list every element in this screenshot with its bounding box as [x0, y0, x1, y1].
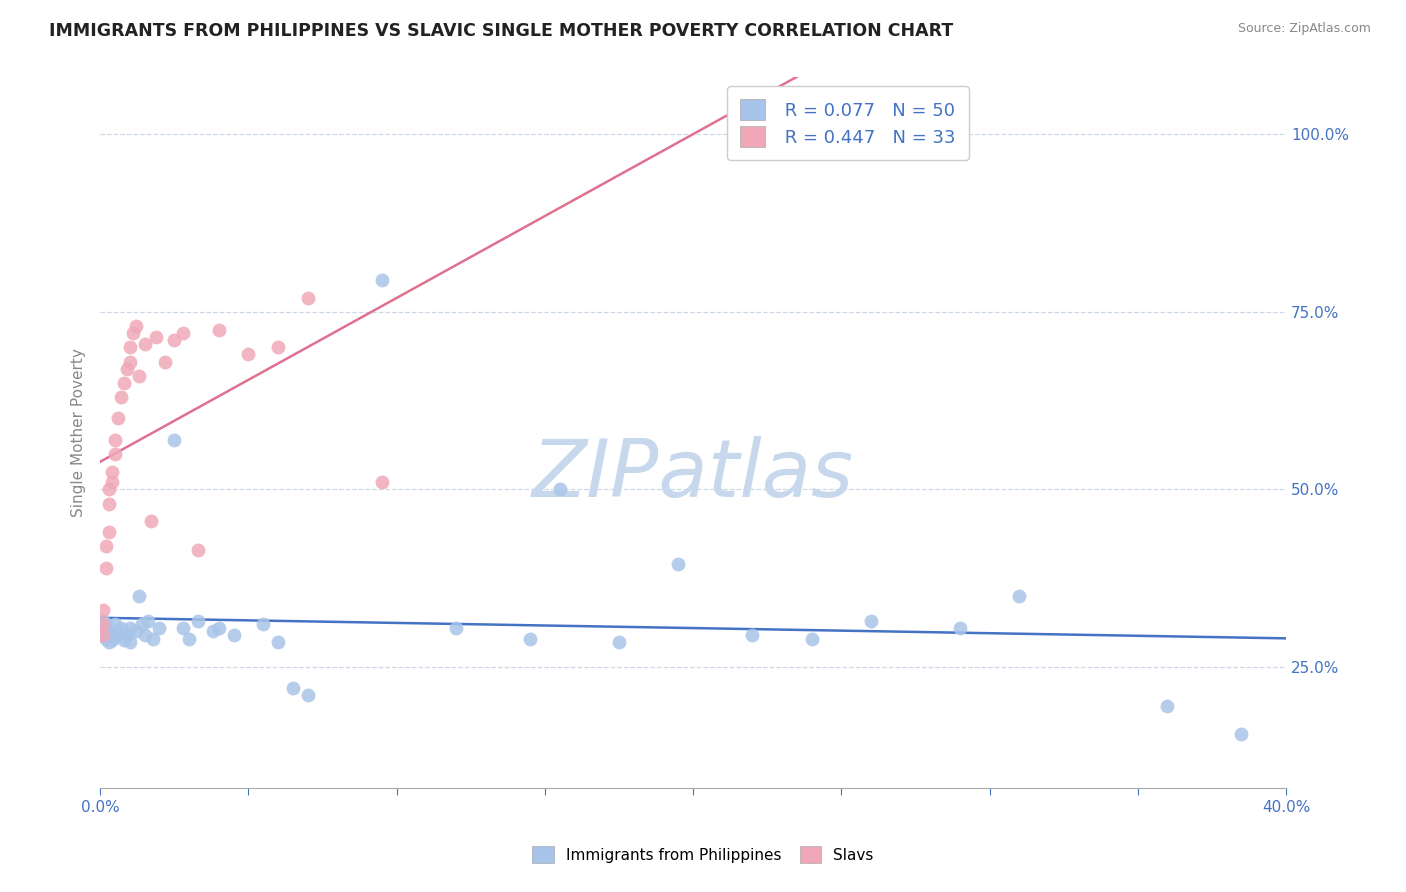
- Point: [1008, 589, 1031, 603]
- Text: IMMIGRANTS FROM PHILIPPINES VS SLAVIC SINGLE MOTHER POVERTY CORRELATION CHART: IMMIGRANTS FROM PHILIPPINES VS SLAVIC SI…: [49, 22, 953, 40]
- Point: [98, 524, 121, 539]
- Point: [134, 628, 156, 642]
- Point: [91, 621, 114, 635]
- Point: [98, 628, 121, 642]
- Point: [91, 603, 114, 617]
- Point: [155, 354, 177, 368]
- Point: [118, 635, 141, 649]
- Point: [107, 628, 129, 642]
- Point: [110, 390, 132, 404]
- Point: [98, 497, 121, 511]
- Point: [98, 483, 121, 497]
- Point: [548, 483, 571, 497]
- Point: [121, 326, 143, 340]
- Point: [201, 624, 224, 639]
- Point: [444, 621, 467, 635]
- Point: [208, 621, 231, 635]
- Point: [163, 333, 186, 347]
- Point: [107, 624, 129, 639]
- Point: [172, 326, 194, 340]
- Point: [252, 617, 274, 632]
- Point: [131, 617, 153, 632]
- Point: [94, 617, 117, 632]
- Point: [859, 614, 882, 628]
- Point: [741, 628, 763, 642]
- Point: [136, 614, 159, 628]
- Point: [177, 632, 200, 646]
- Point: [267, 340, 290, 354]
- Point: [94, 632, 117, 646]
- Point: [125, 624, 148, 639]
- Point: [94, 624, 117, 639]
- Point: [949, 621, 972, 635]
- Point: [94, 539, 117, 553]
- Point: [94, 560, 117, 574]
- Point: [607, 635, 630, 649]
- Point: [128, 589, 150, 603]
- Point: [107, 411, 129, 425]
- Point: [297, 689, 319, 703]
- Point: [101, 626, 124, 640]
- Point: [519, 632, 541, 646]
- Point: [91, 614, 114, 628]
- Point: [800, 632, 823, 646]
- Point: [91, 628, 114, 642]
- Point: [1156, 699, 1178, 714]
- Point: [104, 617, 127, 632]
- Point: [371, 273, 394, 287]
- Point: [139, 515, 162, 529]
- Point: [115, 361, 138, 376]
- Point: [118, 354, 141, 368]
- Point: [128, 368, 150, 383]
- Point: [281, 681, 304, 696]
- Point: [104, 447, 127, 461]
- Point: [267, 635, 290, 649]
- Legend:  R = 0.077   N = 50,  R = 0.447   N = 33: R = 0.077 N = 50, R = 0.447 N = 33: [727, 87, 969, 160]
- Point: [115, 628, 138, 642]
- Point: [163, 433, 186, 447]
- Point: [371, 475, 394, 490]
- Point: [222, 628, 245, 642]
- Point: [101, 475, 124, 490]
- Text: Source: ZipAtlas.com: Source: ZipAtlas.com: [1237, 22, 1371, 36]
- Point: [112, 376, 135, 390]
- Point: [1230, 727, 1253, 741]
- Point: [110, 621, 132, 635]
- Point: [91, 628, 114, 642]
- Point: [142, 632, 165, 646]
- Point: [118, 340, 141, 354]
- Point: [112, 632, 135, 647]
- Point: [104, 433, 127, 447]
- Point: [118, 621, 141, 635]
- Point: [187, 614, 209, 628]
- Point: [297, 291, 319, 305]
- Y-axis label: Single Mother Poverty: Single Mother Poverty: [72, 348, 86, 517]
- Point: [145, 329, 167, 343]
- Point: [101, 465, 124, 479]
- Point: [238, 347, 260, 361]
- Text: ZIPatlas: ZIPatlas: [531, 436, 853, 514]
- Point: [134, 336, 156, 351]
- Legend: Immigrants from Philippines, Slavs: Immigrants from Philippines, Slavs: [524, 838, 882, 871]
- Point: [208, 323, 231, 337]
- Point: [98, 635, 121, 649]
- Point: [666, 557, 689, 571]
- Point: [172, 621, 194, 635]
- Point: [187, 542, 209, 557]
- Point: [125, 319, 148, 334]
- Point: [101, 632, 124, 647]
- Point: [148, 621, 170, 635]
- Point: [91, 617, 114, 632]
- Point: [104, 630, 127, 644]
